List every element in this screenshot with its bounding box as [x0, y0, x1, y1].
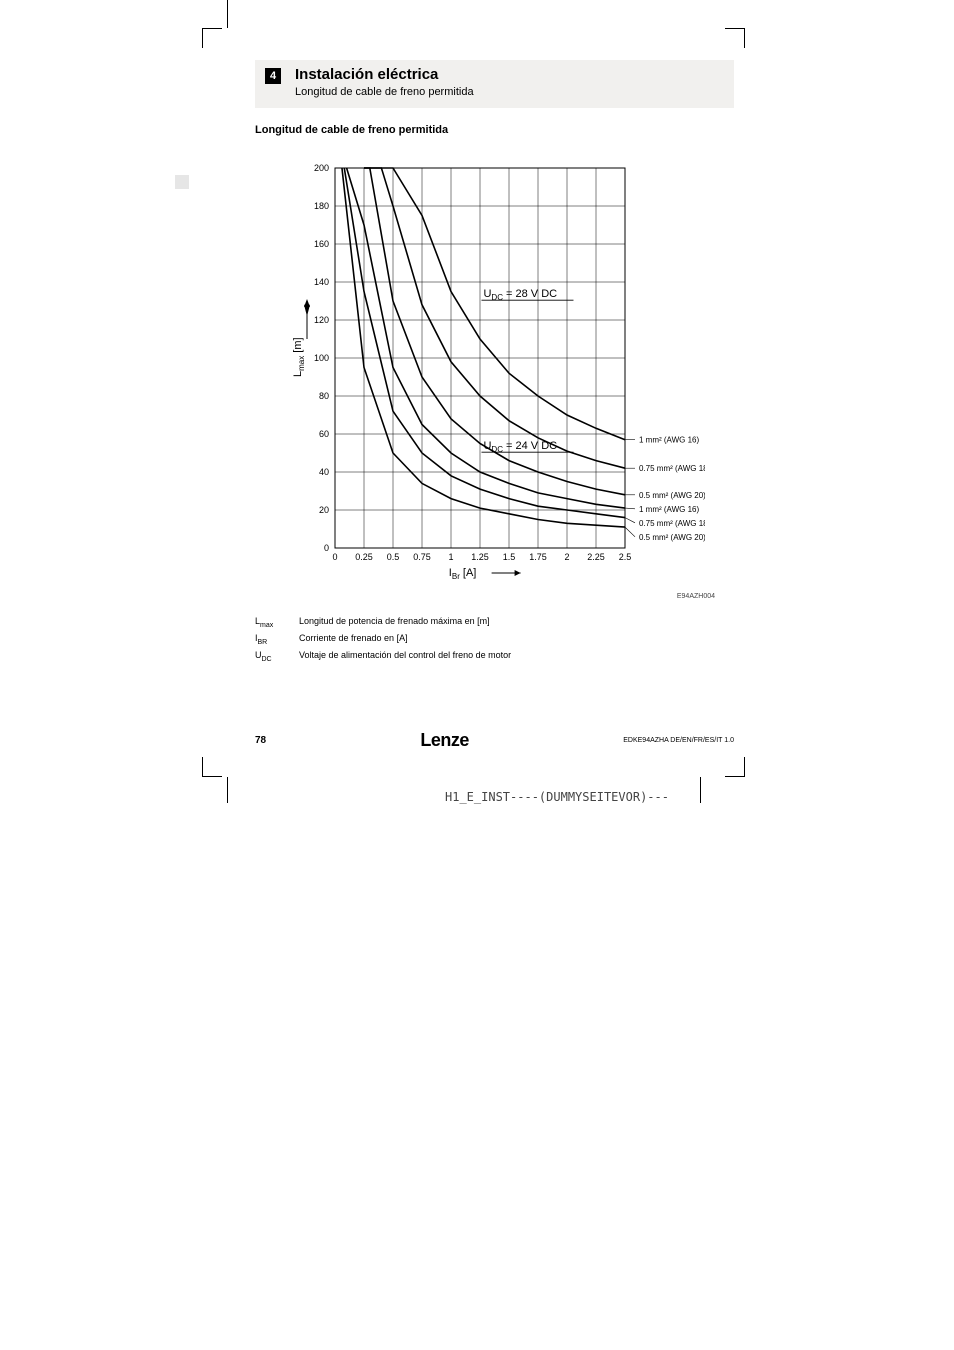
svg-text:1.25: 1.25 [471, 552, 489, 562]
svg-text:140: 140 [314, 277, 329, 287]
crop-tick-bottom [227, 777, 228, 803]
page-number: 78 [255, 735, 266, 746]
crop-mark [202, 28, 222, 48]
svg-text:0.25: 0.25 [355, 552, 373, 562]
dummy-marker: H1_E_INST----(DUMMYSEITEVOR)--- [445, 790, 669, 804]
figure-id: E94AZH004 [677, 593, 715, 600]
legend-row: Lmax Longitud de potencia de frenado máxi… [255, 616, 734, 629]
svg-text:0.75: 0.75 [413, 552, 431, 562]
svg-text:IBr [A]: IBr [A] [449, 567, 477, 581]
block-title: Longitud de cable de freno permitida [255, 124, 734, 136]
svg-text:120: 120 [314, 315, 329, 325]
crop-mark [202, 757, 222, 777]
legend-symbol: Lmax [255, 616, 281, 629]
margin-box [175, 175, 189, 189]
section-number: 4 [265, 68, 281, 84]
svg-text:2.5: 2.5 [619, 552, 632, 562]
svg-text:40: 40 [319, 467, 329, 477]
crop-mark [725, 28, 745, 48]
svg-text:180: 180 [314, 201, 329, 211]
svg-text:1: 1 [448, 552, 453, 562]
legend-symbol: IBR [255, 633, 281, 646]
chart-svg: 0 0.25 0.5 0.75 1 1.25 1.5 1.75 2 2.25 2.5 0 20 40 60 8… [275, 148, 705, 598]
svg-text:1.75: 1.75 [529, 552, 547, 562]
brake-cable-length-chart: 0 0.25 0.5 0.75 1 1.25 1.5 1.75 2 2.25 2.5 0 20 40 60 8… [275, 148, 705, 598]
svg-text:1 mm² (AWG 16): 1 mm² (AWG 16) [639, 436, 699, 445]
svg-text:20: 20 [319, 505, 329, 515]
legend-desc: Corriente de frenado en [A] [299, 633, 408, 646]
svg-text:0.5 mm² (AWG 20): 0.5 mm² (AWG 20) [639, 533, 705, 542]
crop-tick-top [227, 0, 228, 28]
svg-text:0: 0 [332, 552, 337, 562]
section-header: 4 Instalación eléctrica Longitud de cabl… [255, 60, 734, 108]
svg-text:200: 200 [314, 163, 329, 173]
svg-text:100: 100 [314, 353, 329, 363]
svg-text:1 mm² (AWG 16): 1 mm² (AWG 16) [639, 505, 699, 514]
legend-desc: Longitud de potencia de frenado máxima e… [299, 616, 490, 629]
svg-text:0.5 mm² (AWG 20): 0.5 mm² (AWG 20) [639, 491, 705, 500]
crop-mark [725, 757, 745, 777]
svg-text:0.5: 0.5 [387, 552, 400, 562]
svg-text:2: 2 [564, 552, 569, 562]
svg-text:160: 160 [314, 239, 329, 249]
legend-table: Lmax Longitud de potencia de frenado máxi… [255, 616, 734, 662]
crop-tick-bottom [700, 777, 701, 803]
legend-desc: Voltaje de alimentación del control del … [299, 650, 511, 663]
svg-text:0: 0 [324, 543, 329, 553]
svg-text:0.75 mm² (AWG 18): 0.75 mm² (AWG 18) [639, 464, 705, 473]
svg-text:0.75 mm² (AWG 18): 0.75 mm² (AWG 18) [639, 519, 705, 528]
svg-text:Lmax [m]: Lmax [m] [292, 337, 306, 377]
page-footer: 78 Lenze EDKE94AZHA DE/EN/FR/ES/IT 1.0 [255, 730, 734, 751]
svg-text:1.5: 1.5 [503, 552, 516, 562]
section-subtitle: Longitud de cable de freno permitida [295, 86, 724, 98]
section-title: Instalación eléctrica [295, 66, 438, 83]
svg-text:60: 60 [319, 429, 329, 439]
legend-row: UDC Voltaje de alimentación del control d… [255, 650, 734, 663]
svg-text:80: 80 [319, 391, 329, 401]
doc-id: EDKE94AZHA DE/EN/FR/ES/IT 1.0 [623, 737, 734, 744]
svg-text:2.25: 2.25 [587, 552, 605, 562]
legend-symbol: UDC [255, 650, 281, 663]
legend-row: IBR Corriente de frenado en [A] [255, 633, 734, 646]
brand-logo: Lenze [420, 730, 469, 751]
